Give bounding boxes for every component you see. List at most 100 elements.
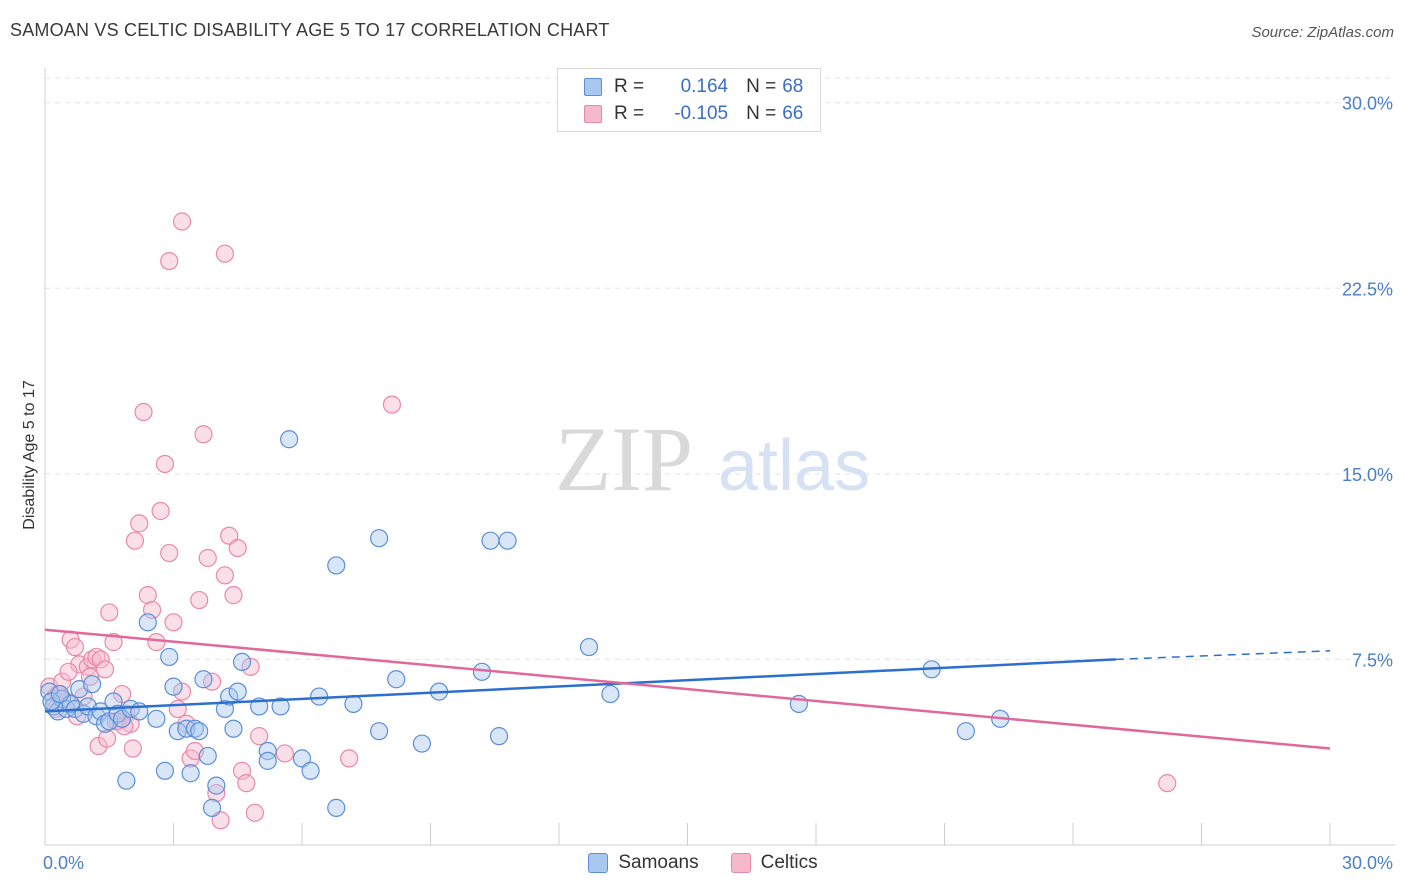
- celtics-point: [160, 543, 179, 563]
- celtics-point: [382, 395, 402, 414]
- samoans-point: [292, 749, 312, 768]
- samoans-point: [579, 637, 599, 657]
- samoans-point: [198, 746, 217, 766]
- celtics-point: [123, 739, 142, 758]
- celtics-point: [98, 729, 117, 748]
- celtics-point: [241, 657, 260, 676]
- celtics-swatch: [584, 105, 602, 123]
- celtics-point: [155, 454, 175, 474]
- celtics-point: [211, 811, 230, 830]
- samoans-point: [207, 776, 226, 795]
- celtics-point: [207, 783, 226, 803]
- chart-title: SAMOAN VS CELTIC DISABILITY AGE 5 TO 17 …: [10, 20, 610, 40]
- celtics-point: [275, 744, 294, 763]
- celtics-point: [172, 682, 192, 701]
- celtics-points: [40, 212, 1177, 830]
- samoans-point: [412, 734, 432, 753]
- samoans-point: [117, 771, 136, 790]
- correlation-legend: R = 0.164 N = 68 R = -0.105 N = 66: [557, 68, 821, 132]
- celtics-point: [59, 662, 78, 681]
- samoans-point: [481, 531, 500, 550]
- samoans-n-value: 68: [782, 76, 804, 97]
- watermark-zip: ZIP: [555, 408, 693, 510]
- samoans-legend-label: Samoans: [618, 852, 699, 873]
- samoans-point: [147, 709, 166, 728]
- celtics-point: [151, 501, 170, 521]
- celtics-trend-line: [44, 628, 1331, 750]
- samoans-point: [280, 430, 299, 449]
- samoans-point: [310, 687, 329, 706]
- legend-row-celtics: R = -0.105 N = 66: [584, 102, 803, 126]
- y-tick-label: 15.0%: [1342, 465, 1393, 485]
- samoans-point: [956, 722, 976, 741]
- celtics-r-label: R =: [614, 103, 645, 124]
- celtics-point: [340, 749, 359, 768]
- celtics-point: [220, 526, 239, 545]
- celtics-n-label: N =: [746, 103, 777, 124]
- samoans-point: [224, 719, 243, 738]
- celtics-point: [95, 660, 115, 679]
- grid-lines: [45, 77, 1395, 660]
- y-tick-label: 22.5%: [1342, 279, 1393, 299]
- samoans-point: [258, 751, 277, 770]
- y-axis-title: Disability Age 5 to 17: [21, 380, 38, 530]
- samoans-point: [301, 761, 320, 780]
- celtics-point: [215, 566, 234, 585]
- source-label: Source: ZipAtlas.com: [1251, 24, 1394, 41]
- celtics-point: [160, 251, 179, 271]
- celtics-point: [100, 603, 119, 622]
- samoans-point: [155, 761, 175, 780]
- samoans-point: [327, 798, 346, 817]
- celtics-point: [168, 699, 187, 719]
- celtics-point: [147, 633, 166, 652]
- samoans-point: [194, 670, 213, 689]
- samoans-r-value: 0.164: [680, 76, 729, 97]
- celtics-point: [198, 548, 217, 568]
- watermark: ZIP atlas: [555, 408, 870, 510]
- y-tick-label: 30.0%: [1342, 94, 1393, 114]
- celtics-point: [164, 613, 183, 632]
- legend-item-samoans[interactable]: Samoans: [588, 852, 699, 874]
- samoans-point: [220, 687, 239, 706]
- legend-row-samoans: R = 0.164 N = 68: [584, 75, 803, 99]
- samoans-point: [489, 727, 509, 746]
- samoans-point: [601, 684, 620, 704]
- samoans-r-label: R =: [614, 76, 645, 97]
- celtics-point: [190, 590, 209, 610]
- celtics-point: [65, 637, 85, 657]
- samoans-point: [387, 670, 406, 689]
- celtics-point: [224, 586, 243, 605]
- samoans-point: [344, 694, 363, 714]
- samoans-point: [50, 684, 70, 704]
- celtics-point: [215, 244, 234, 263]
- trend-lines: [44, 628, 1331, 750]
- celtics-point: [134, 402, 153, 422]
- watermark-atlas: atlas: [718, 426, 870, 506]
- samoans-point: [138, 613, 157, 632]
- samoans-point: [498, 531, 517, 550]
- celtics-point: [172, 212, 192, 231]
- celtics-r-value: -0.105: [674, 103, 729, 124]
- tick-labels: 7.5% 15.0% 22.5% 30.0% 0.0% 30.0%: [43, 94, 1393, 873]
- celtics-point: [91, 650, 110, 669]
- celtics-point: [1158, 774, 1177, 793]
- celtics-point: [194, 425, 213, 444]
- samoans-point: [164, 677, 183, 696]
- legend-item-celtics[interactable]: Celtics: [730, 852, 818, 874]
- samoans-point: [370, 722, 389, 741]
- samoans-point: [327, 556, 346, 575]
- x-tick-label-max: 30.0%: [1342, 853, 1393, 873]
- samoans-point: [370, 529, 389, 548]
- samoans-point: [160, 647, 179, 667]
- celtics-point: [130, 514, 149, 533]
- y-tick-label: 7.5%: [1352, 650, 1393, 670]
- celtics-point: [80, 667, 100, 686]
- samoans-legend-swatch: [588, 853, 609, 873]
- celtics-n-value: 66: [782, 103, 804, 124]
- celtics-point: [138, 586, 157, 605]
- samoans-point: [202, 798, 222, 817]
- celtics-point: [245, 803, 264, 822]
- celtics-point: [104, 633, 123, 652]
- samoans-point: [228, 682, 247, 701]
